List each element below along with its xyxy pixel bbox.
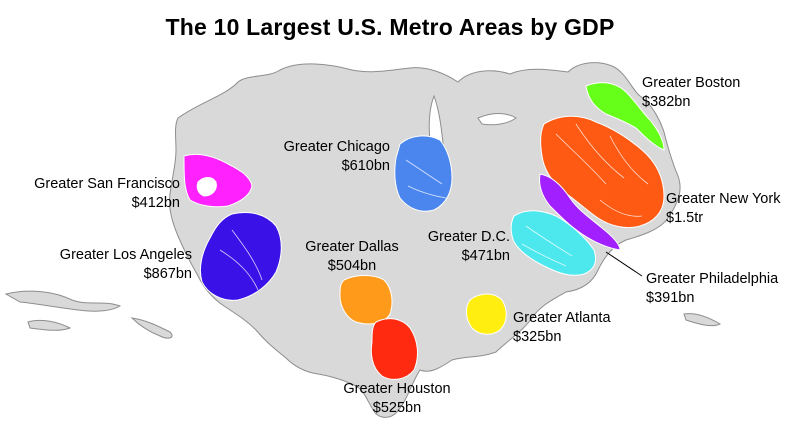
lake-erie xyxy=(477,113,517,126)
metro-name: Greater Chicago xyxy=(283,139,390,155)
metro-gdp: $525bn xyxy=(372,400,422,416)
label-dc: Greater D.C. $471bn xyxy=(410,228,510,266)
metro-gdp: $412bn xyxy=(131,195,180,211)
map-title: The 10 Largest U.S. Metro Areas by GDP xyxy=(165,14,615,40)
region-new-york xyxy=(540,115,665,229)
hawaii-fragment xyxy=(130,317,173,339)
metro-name: Greater New York xyxy=(666,191,781,207)
alaska-fragment-2 xyxy=(27,319,72,331)
county-borders xyxy=(219,123,649,291)
san-francisco-bay xyxy=(196,177,217,197)
metro-gdp: $325bn xyxy=(513,329,562,345)
metro-gdp: $867bn xyxy=(143,266,192,282)
metro-gdp: $382bn xyxy=(642,94,691,110)
region-atlanta xyxy=(465,293,507,335)
region-chicago xyxy=(394,135,453,212)
metro-gdp: $610bn xyxy=(341,158,390,174)
region-boston xyxy=(585,82,665,151)
metro-name: Greater D.C. xyxy=(427,229,510,245)
label-atlanta: Greater Atlanta $325bn xyxy=(513,309,643,347)
metro-name: Greater San Francisco xyxy=(34,176,180,192)
label-los-angeles: Greater Los Angeles $867bn xyxy=(20,246,192,284)
region-philadelphia xyxy=(539,173,621,251)
metro-gdp: $504bn xyxy=(327,258,377,274)
label-houston: Greater Houston $525bn xyxy=(322,380,472,418)
label-philadelphia: Greater Philadelphia $391bn xyxy=(646,270,796,308)
metro-gdp: $471bn xyxy=(461,248,510,264)
metro-name: Greater Houston xyxy=(343,381,451,397)
metro-name: Greater Atlanta xyxy=(513,310,611,326)
region-houston xyxy=(370,318,418,380)
metro-gdp: $1.5tr xyxy=(666,210,704,226)
label-boston: Greater Boston $382bn xyxy=(642,74,772,112)
caribbean-fragment xyxy=(683,313,722,327)
alaska-fragment xyxy=(4,290,122,312)
metro-name: Greater Philadelphia xyxy=(646,271,779,287)
metro-name: Greater Dallas xyxy=(305,239,399,255)
metro-name: Greater Los Angeles xyxy=(59,247,192,263)
label-dallas: Greater Dallas $504bn xyxy=(290,238,414,276)
label-chicago: Greater Chicago $610bn xyxy=(250,138,390,176)
label-san-francisco: Greater San Francisco $412bn xyxy=(20,175,180,213)
metro-gdp: $391bn xyxy=(646,290,695,306)
metro-name: Greater Boston xyxy=(642,75,741,91)
philadelphia-leader-line xyxy=(605,251,643,277)
region-dallas xyxy=(339,275,393,325)
region-dc xyxy=(510,210,597,276)
label-new-york: Greater New York $1.5tr xyxy=(666,190,796,228)
